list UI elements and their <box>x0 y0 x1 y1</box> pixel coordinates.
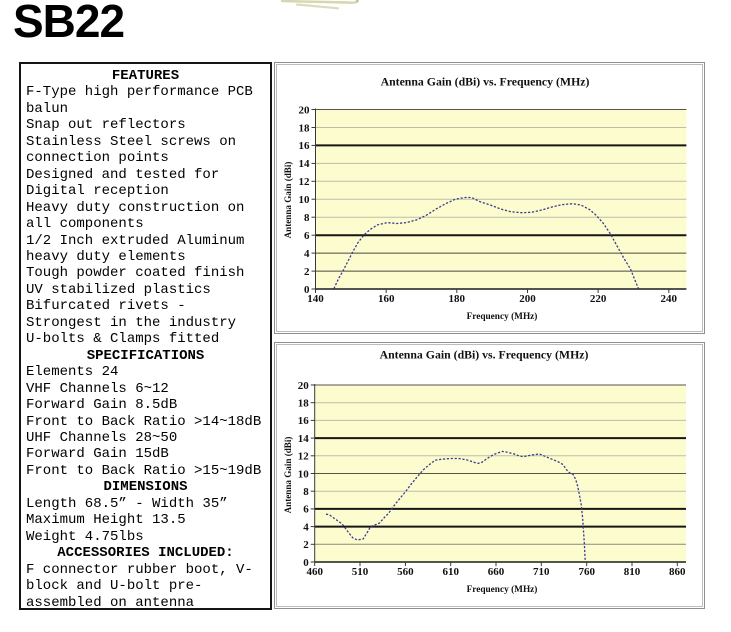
svg-text:20: 20 <box>299 104 311 116</box>
svg-text:610: 610 <box>442 566 459 578</box>
svg-text:760: 760 <box>578 566 595 578</box>
svg-text:10: 10 <box>299 194 311 206</box>
svg-text:200: 200 <box>519 293 536 305</box>
svg-text:2: 2 <box>304 266 310 278</box>
svg-text:6: 6 <box>304 230 310 242</box>
svg-text:710: 710 <box>533 566 550 578</box>
svg-text:18: 18 <box>299 122 311 134</box>
svg-text:460: 460 <box>306 566 323 578</box>
svg-text:240: 240 <box>661 293 678 305</box>
svg-text:560: 560 <box>397 566 414 578</box>
svg-text:10: 10 <box>298 468 310 480</box>
svg-text:Frequency (MHz): Frequency (MHz) <box>467 311 538 322</box>
svg-text:660: 660 <box>488 566 505 578</box>
svg-text:8: 8 <box>303 486 309 498</box>
svg-text:220: 220 <box>590 293 607 305</box>
svg-text:14: 14 <box>299 158 311 170</box>
svg-text:Antenna Gain (dBi): Antenna Gain (dBi) <box>283 162 293 239</box>
svg-text:8: 8 <box>304 212 310 224</box>
svg-text:12: 12 <box>298 451 310 463</box>
svg-text:12: 12 <box>299 176 311 188</box>
svg-text:6: 6 <box>303 504 309 516</box>
svg-text:Antenna Gain (dBi): Antenna Gain (dBi) <box>283 437 293 514</box>
svg-text:16: 16 <box>298 415 310 427</box>
svg-text:180: 180 <box>449 293 466 305</box>
svg-text:4: 4 <box>303 521 309 533</box>
svg-text:810: 810 <box>624 566 641 578</box>
svg-text:140: 140 <box>307 293 324 305</box>
svg-text:2: 2 <box>303 539 309 551</box>
svg-text:14: 14 <box>298 433 310 445</box>
svg-text:Antenna Gain (dBi) vs. Frequen: Antenna Gain (dBi) vs. Frequency (MHz) <box>380 348 589 362</box>
svg-text:Frequency (MHz): Frequency (MHz) <box>467 584 538 595</box>
svg-text:20: 20 <box>298 380 310 392</box>
svg-text:18: 18 <box>298 398 310 410</box>
svg-text:160: 160 <box>378 293 395 305</box>
svg-text:510: 510 <box>352 566 369 578</box>
svg-text:0: 0 <box>304 284 310 296</box>
svg-text:Antenna Gain (dBi) vs. Frequen: Antenna Gain (dBi) vs. Frequency (MHz) <box>381 75 590 89</box>
svg-text:4: 4 <box>304 248 310 260</box>
svg-text:860: 860 <box>669 566 686 578</box>
svg-text:0: 0 <box>303 557 309 569</box>
svg-text:16: 16 <box>299 140 311 152</box>
